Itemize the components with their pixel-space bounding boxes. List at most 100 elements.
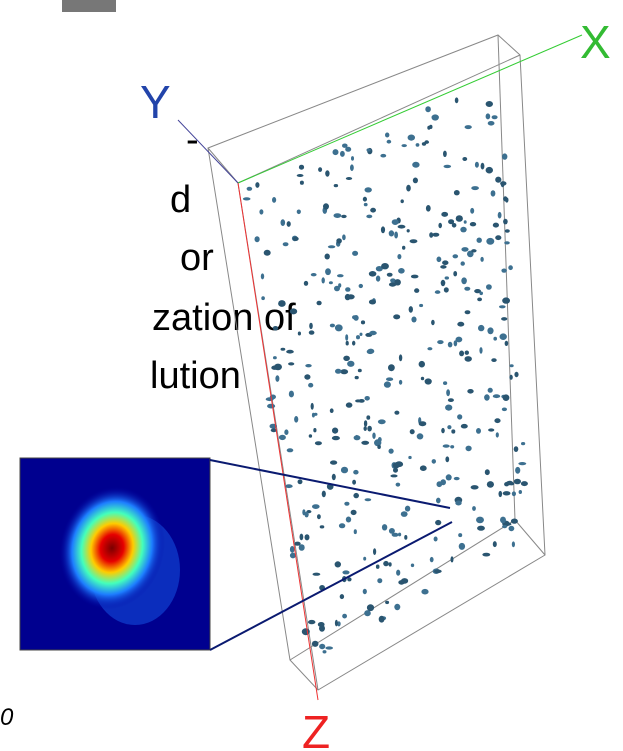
- particle: [513, 446, 519, 452]
- particle: [432, 232, 440, 237]
- particle: [482, 552, 491, 557]
- particle: [442, 444, 450, 448]
- particle: [462, 157, 468, 161]
- particle: [402, 245, 406, 250]
- particle: [370, 207, 376, 213]
- particle: [501, 317, 508, 321]
- particle: [274, 363, 282, 371]
- particle: [342, 143, 348, 148]
- particle: [504, 241, 510, 245]
- particle: [388, 230, 395, 237]
- particle: [471, 249, 477, 253]
- particle: [418, 360, 425, 368]
- particle: [297, 479, 303, 485]
- particle: [378, 615, 385, 623]
- particle: [501, 407, 507, 412]
- particle: [477, 297, 482, 302]
- particle: [438, 222, 443, 229]
- particle: [401, 144, 407, 148]
- particle: [367, 425, 372, 432]
- text-line: -: [186, 119, 199, 161]
- particle: [476, 428, 481, 434]
- particle: [433, 536, 438, 542]
- particle: [328, 281, 333, 285]
- particle: [469, 222, 477, 227]
- particle: [500, 516, 506, 524]
- particle: [479, 291, 484, 296]
- particle: [441, 211, 449, 217]
- particle: [308, 382, 314, 388]
- particle: [429, 124, 433, 129]
- particle: [381, 263, 389, 270]
- x-axis: [237, 34, 583, 184]
- particle: [394, 279, 401, 286]
- axis-label-x: X: [580, 16, 611, 68]
- particle: [412, 161, 420, 168]
- particle: [495, 176, 502, 183]
- particle: [267, 403, 276, 409]
- particle: [388, 528, 395, 534]
- particle: [398, 532, 402, 537]
- particle: [394, 410, 400, 415]
- particle: [289, 308, 298, 315]
- particle: [345, 177, 353, 180]
- particle: [454, 97, 459, 104]
- particle: [340, 369, 349, 375]
- particle: [487, 387, 493, 393]
- particle: [278, 300, 286, 307]
- particle: [331, 435, 340, 441]
- particle: [394, 231, 398, 239]
- particle: [329, 323, 335, 328]
- particle: [380, 153, 387, 158]
- particle: [318, 167, 323, 173]
- particle: [388, 562, 392, 567]
- volume-box: [207, 34, 546, 691]
- particle: [368, 271, 377, 277]
- particle: [297, 331, 301, 336]
- particle: [495, 235, 502, 241]
- particle: [360, 320, 366, 325]
- particle: [338, 523, 346, 529]
- particle: [407, 134, 415, 141]
- particle: [502, 524, 508, 529]
- particle: [352, 340, 356, 346]
- particle: [316, 300, 322, 306]
- particle: [508, 265, 513, 271]
- particle: [342, 234, 346, 241]
- particle: [497, 211, 502, 219]
- particle: [303, 280, 309, 286]
- particle: [322, 650, 327, 654]
- particle: [514, 371, 519, 378]
- particle: [520, 481, 528, 487]
- particle: [444, 276, 449, 280]
- particle: [380, 226, 386, 234]
- particle: [490, 190, 496, 197]
- particle: [333, 213, 342, 219]
- particle: [436, 497, 441, 504]
- particle: [443, 150, 447, 157]
- particle: [447, 341, 453, 348]
- particle: [299, 180, 304, 185]
- particle: [246, 186, 253, 191]
- particle: [391, 219, 399, 226]
- particle: [255, 182, 260, 188]
- particle: [442, 260, 449, 266]
- particle: [319, 643, 326, 650]
- particle: [502, 297, 510, 304]
- particle: [398, 354, 403, 362]
- text-line: lution: [150, 355, 241, 397]
- particle: [343, 355, 350, 361]
- particle: [366, 415, 371, 420]
- particle: [312, 572, 321, 576]
- particle: [383, 381, 391, 388]
- particle: [308, 330, 315, 335]
- particle: [375, 275, 381, 282]
- particle: [286, 349, 294, 354]
- particle: [353, 435, 361, 441]
- particle: [345, 287, 351, 292]
- particle: [498, 490, 503, 498]
- particle: [515, 466, 521, 474]
- particle: [476, 237, 482, 243]
- particle: [397, 224, 406, 229]
- particle: [480, 256, 484, 262]
